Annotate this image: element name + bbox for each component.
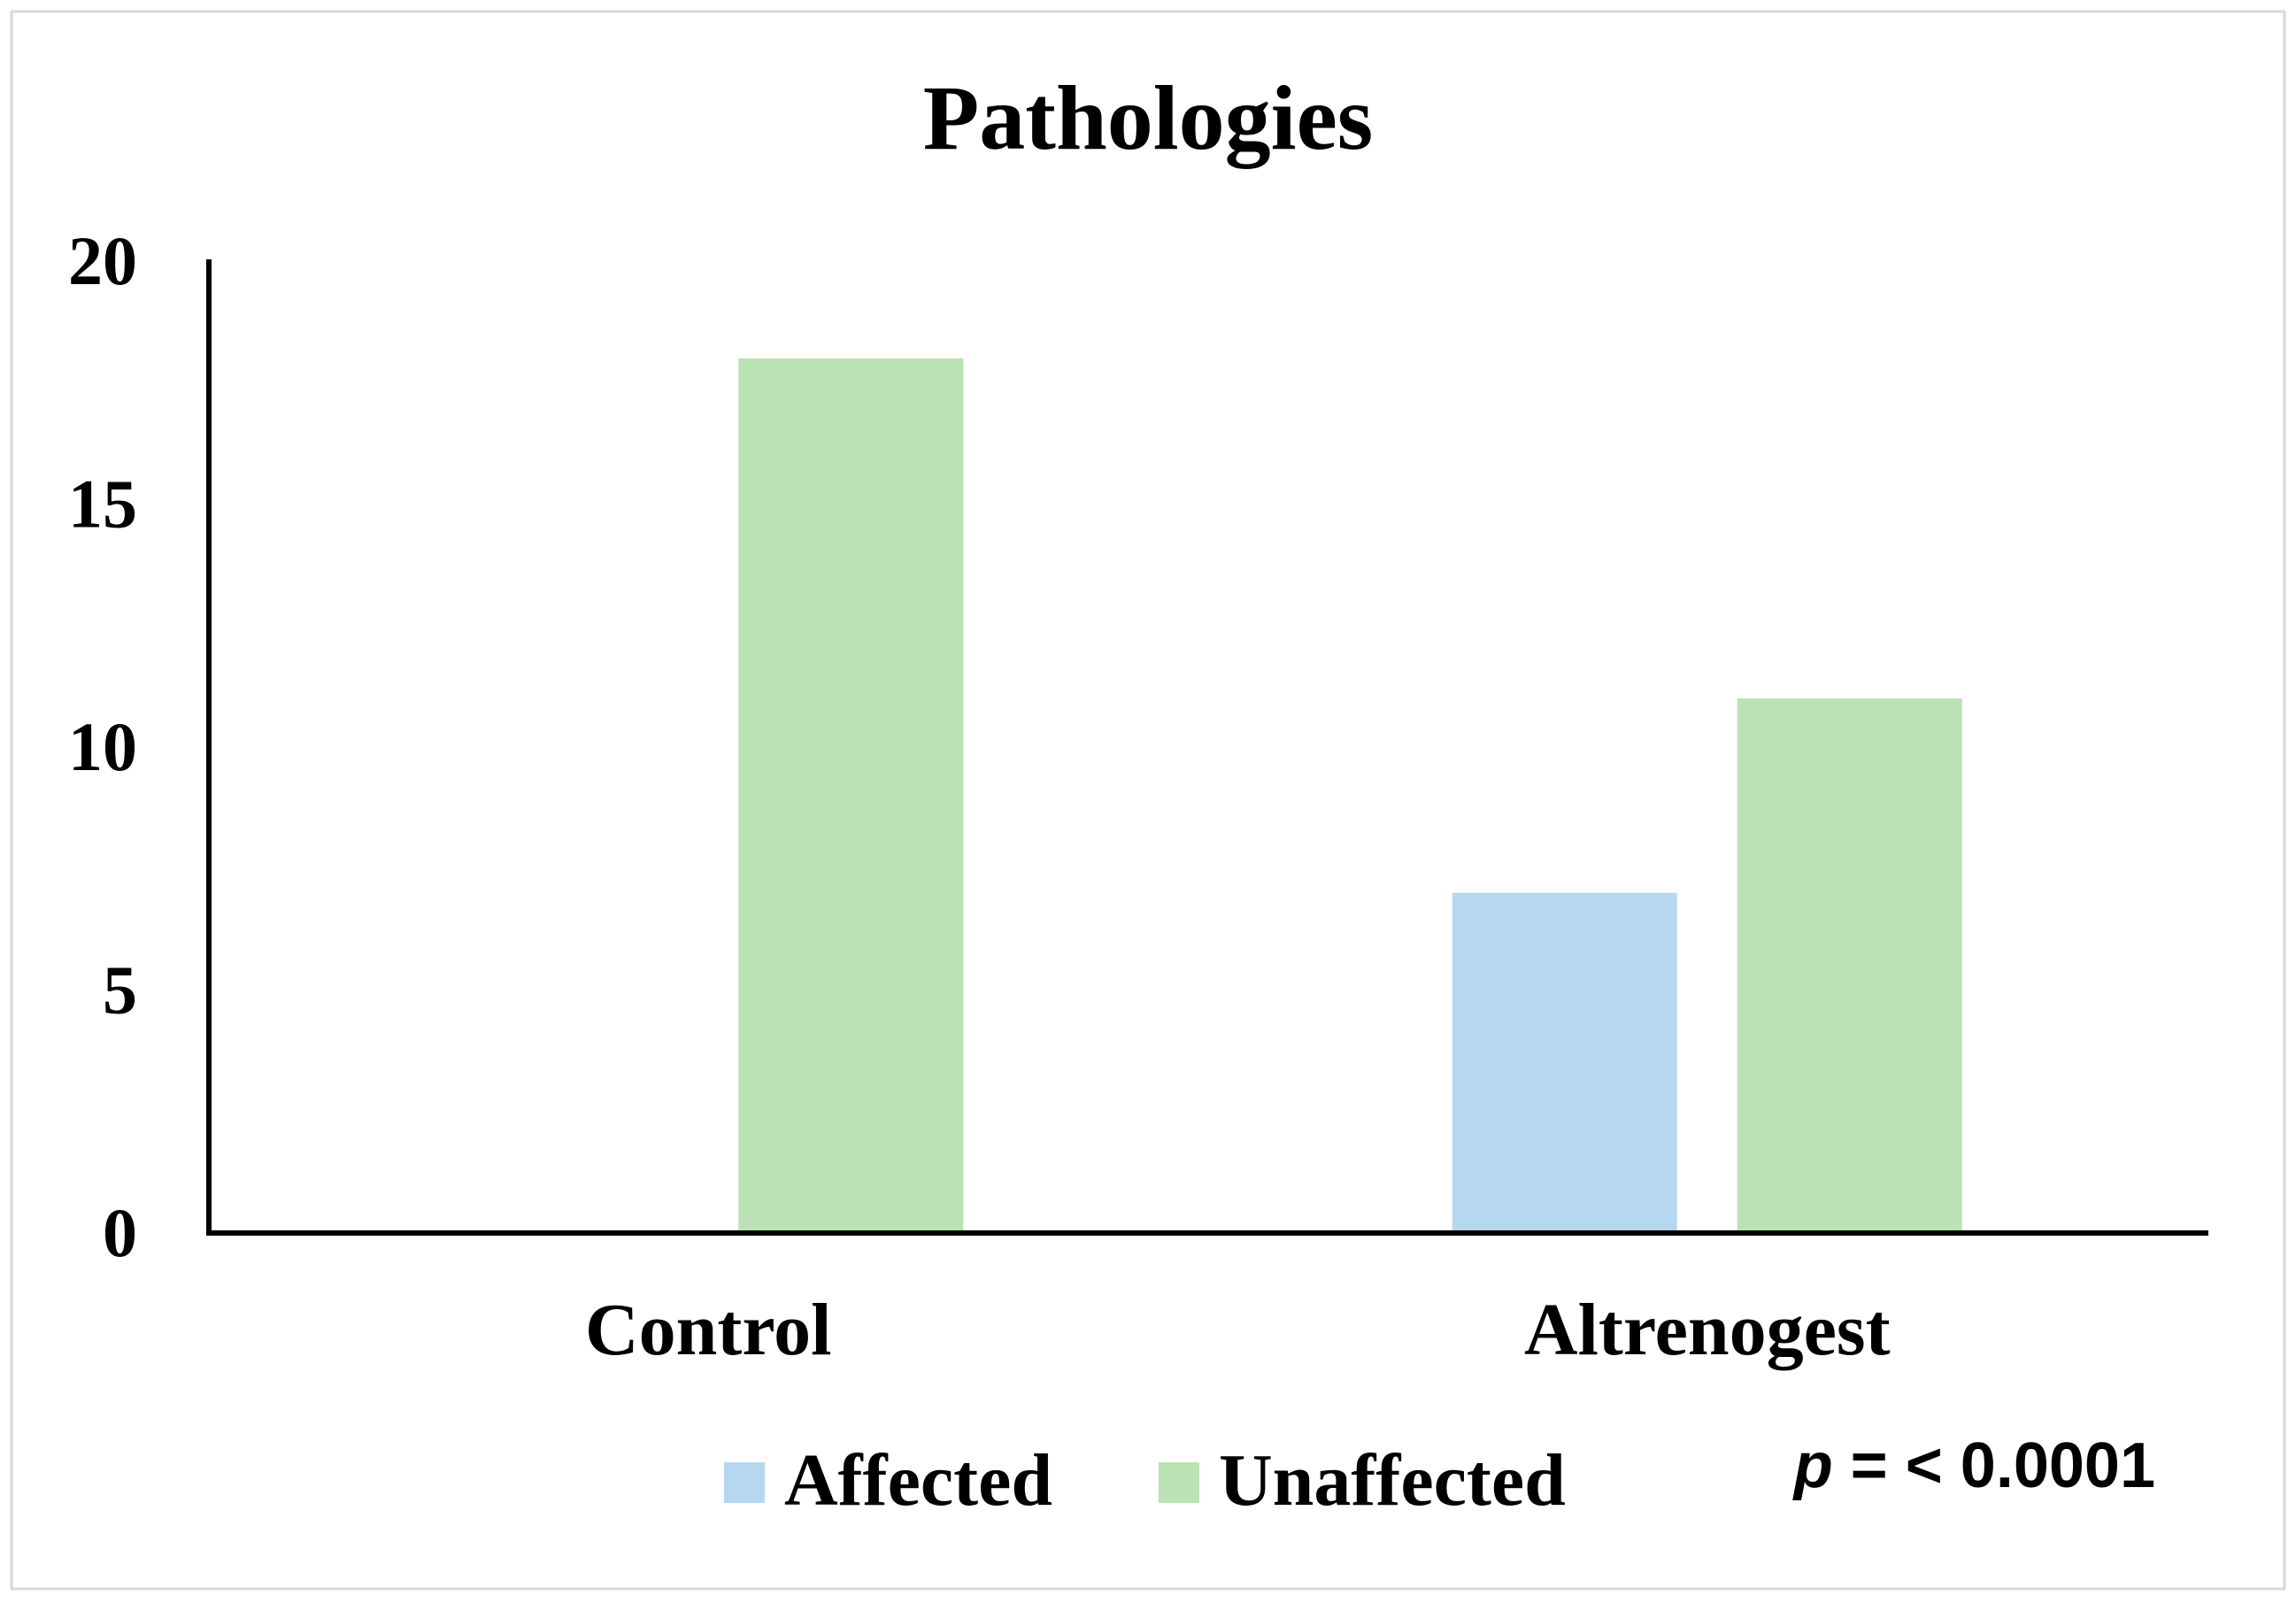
legend: Affected Unaffected <box>724 1439 1566 1522</box>
p-value-text: = < 0.0001 <box>1833 1430 2155 1501</box>
y-tick-label: 0 <box>103 1194 137 1271</box>
x-category-label: Control <box>585 1289 831 1371</box>
y-tick-label: 10 <box>68 708 137 785</box>
x-category-label: Altrenogest <box>1524 1289 1891 1371</box>
chart-title: Pathologies <box>923 67 1373 169</box>
bar-affected-altrenogest <box>1452 892 1677 1233</box>
legend-label: Unaffected <box>1219 1439 1566 1522</box>
p-value-annotation: p = < 0.0001 <box>1792 1430 2155 1501</box>
legend-label: Affected <box>784 1439 1052 1522</box>
y-tick-label: 5 <box>103 952 137 1029</box>
legend-swatch-affected <box>724 1462 765 1503</box>
bar-unaffected-altrenogest <box>1737 698 1962 1233</box>
bar-unaffected-control <box>738 358 964 1233</box>
p-symbol: p <box>1792 1430 1833 1501</box>
y-tick-label: 15 <box>68 466 137 543</box>
legend-swatch-unaffected <box>1159 1462 1199 1503</box>
y-tick-label: 20 <box>68 222 137 299</box>
